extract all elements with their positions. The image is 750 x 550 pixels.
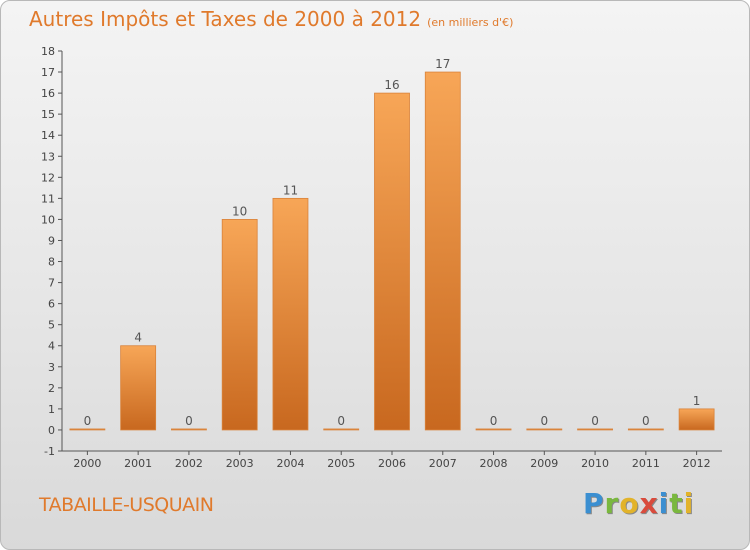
bar xyxy=(69,428,106,431)
logo-letter: i xyxy=(658,487,670,520)
y-tick-label: 4 xyxy=(48,340,55,353)
y-tick-label: 17 xyxy=(41,66,55,79)
x-tick-label: 2003 xyxy=(226,457,254,470)
bar-value-label: 0 xyxy=(490,414,498,428)
y-tick-label: 6 xyxy=(48,298,55,311)
y-tick-label: 8 xyxy=(48,256,55,269)
bar xyxy=(526,428,563,431)
bar-value-label: 16 xyxy=(384,78,399,92)
x-tick-label: 2005 xyxy=(327,457,355,470)
bar xyxy=(120,345,157,431)
bar xyxy=(323,428,360,431)
y-tick-label: 18 xyxy=(41,45,55,58)
bar-value-label: 4 xyxy=(134,331,142,345)
bar-value-label: 0 xyxy=(642,414,650,428)
x-tick-label: 2011 xyxy=(632,457,660,470)
y-tick-label: 5 xyxy=(48,319,55,332)
y-tick-label: -1 xyxy=(44,445,55,458)
bar-value-label: 17 xyxy=(435,57,450,71)
y-tick-label: 16 xyxy=(41,87,55,100)
chart-title-main: Autres Impôts et Taxes de 2000 à 2012 xyxy=(29,7,422,31)
y-tick-label: 14 xyxy=(41,129,55,142)
y-tick-label: 12 xyxy=(41,171,55,184)
proxiti-logo: Proxiti xyxy=(583,487,694,520)
bar xyxy=(424,71,461,431)
bar xyxy=(577,428,613,431)
x-tick-label: 2007 xyxy=(429,457,457,470)
bar xyxy=(475,428,512,431)
logo-letter: P xyxy=(583,487,605,520)
y-tick-label: 0 xyxy=(48,424,55,437)
bar xyxy=(221,219,258,431)
bar-value-label: 0 xyxy=(540,414,548,428)
x-tick-label: 2002 xyxy=(175,457,203,470)
x-tick-label: 2006 xyxy=(378,457,406,470)
bar-value-label: 0 xyxy=(84,414,92,428)
y-tick-label: 15 xyxy=(41,108,55,121)
chart-title-unit: (en milliers d'€) xyxy=(427,16,514,29)
y-tick-label: 2 xyxy=(48,382,55,395)
chart-title: Autres Impôts et Taxes de 2000 à 2012 (en… xyxy=(29,7,513,31)
logo-letter: x xyxy=(639,487,659,520)
y-tick-label: 1 xyxy=(48,403,55,416)
bar xyxy=(374,92,410,431)
logo-letter: i xyxy=(683,487,695,520)
bar xyxy=(627,428,664,431)
logo-letter: t xyxy=(669,487,684,520)
x-tick-label: 2012 xyxy=(683,457,711,470)
y-tick-label: 7 xyxy=(48,277,55,290)
bar-value-label: 0 xyxy=(591,414,599,428)
x-tick-label: 2010 xyxy=(581,457,609,470)
x-tick-label: 2004 xyxy=(276,457,304,470)
bar-value-label: 0 xyxy=(185,414,193,428)
bar-value-label: 1 xyxy=(693,394,701,408)
y-tick-label: 3 xyxy=(48,361,55,374)
commune-name: TABAILLE-USQUAIN xyxy=(39,494,214,516)
y-tick-label: 13 xyxy=(41,150,55,163)
bar xyxy=(678,408,715,431)
logo-letter: o xyxy=(619,487,640,520)
bar xyxy=(272,197,309,431)
x-tick-label: 2001 xyxy=(124,457,152,470)
x-tick-label: 2009 xyxy=(530,457,558,470)
y-tick-label: 11 xyxy=(41,192,55,205)
y-tick-label: 10 xyxy=(41,213,55,226)
x-tick-label: 2008 xyxy=(480,457,508,470)
bar-value-label: 0 xyxy=(337,414,345,428)
bar-value-label: 11 xyxy=(283,183,298,197)
y-tick-label: 9 xyxy=(48,234,55,247)
bar-value-label: 10 xyxy=(232,204,247,218)
bar xyxy=(171,428,207,431)
x-tick-label: 2000 xyxy=(73,457,101,470)
logo-letter: r xyxy=(604,487,620,520)
